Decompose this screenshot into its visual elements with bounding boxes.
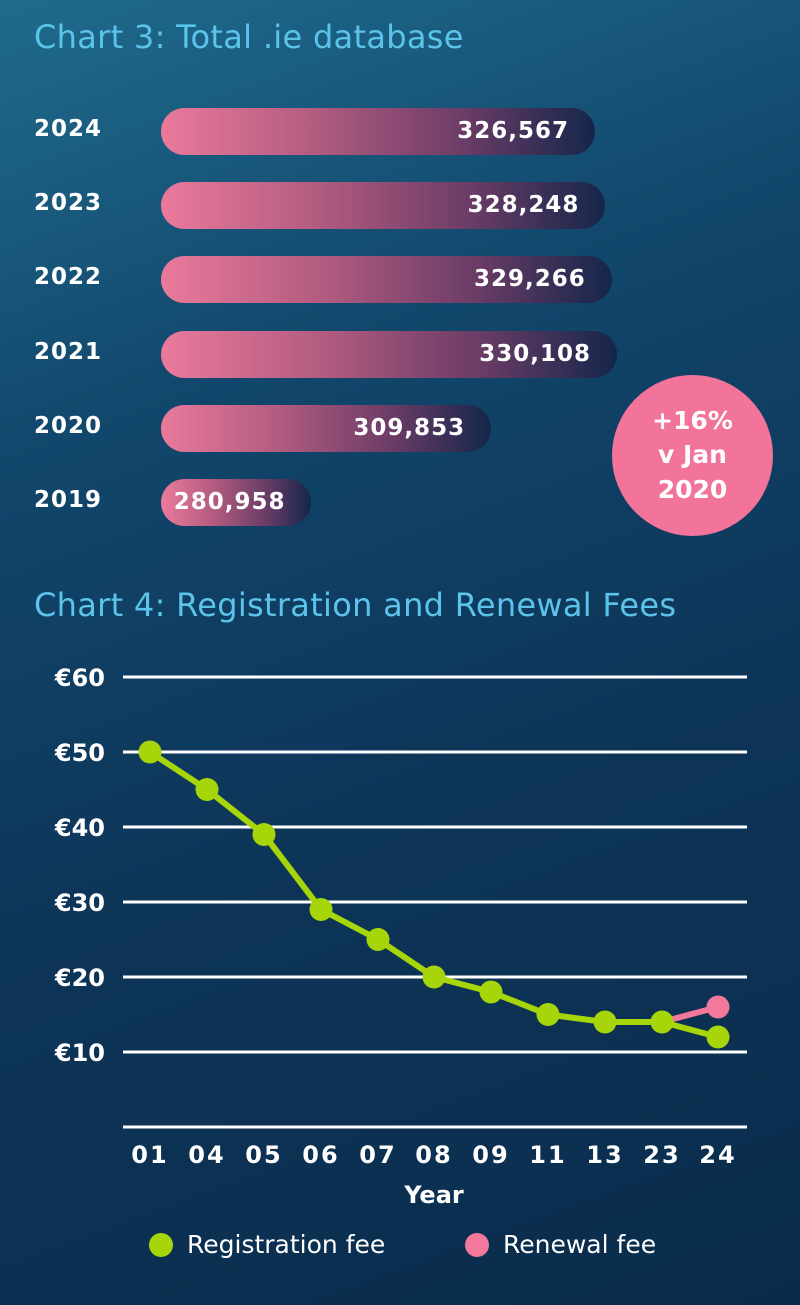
bar: 309,853 [161, 404, 492, 452]
bar-row: 2024 326,567 [0, 108, 800, 156]
x-tick-label: 04 [188, 1141, 225, 1169]
bar-row: 2020 309,853 [0, 404, 800, 453]
x-tick-label: 13 [586, 1141, 623, 1169]
x-tick-label: 06 [302, 1141, 339, 1169]
bar-row: 2019 280,958 [0, 479, 800, 527]
badge-line-3: 2020 [657, 474, 728, 504]
y-tick-label: €30 [54, 889, 105, 917]
legend-label-registration: Registration fee [187, 1230, 386, 1259]
registration-fee-point [195, 778, 219, 801]
x-tick-label: 05 [245, 1141, 282, 1169]
x-tick-label: 07 [359, 1141, 396, 1169]
registration-fee-point [366, 928, 390, 951]
registration-fee-point [479, 980, 503, 1004]
registration-fee-point [650, 1010, 674, 1034]
bar-category-label: 2023 [34, 190, 103, 217]
renewal-fee-point [706, 995, 730, 1019]
chart3-title: Chart 3: Total .ie database [34, 18, 464, 56]
bar-category-label: 2020 [34, 412, 103, 439]
y-tick-label: €40 [54, 814, 105, 842]
bar-row: 2023 328,248 [0, 182, 800, 230]
bar-row: 2021 330,108 [0, 330, 800, 379]
badge-line-2: v Jan [658, 440, 727, 470]
bar-value-label: 326,567 [457, 118, 569, 144]
x-tick-label: 11 [529, 1141, 566, 1169]
y-tick-label: €10 [54, 1039, 105, 1067]
bar: 329,266 [161, 256, 612, 304]
legend-item-registration: Registration fee [149, 1230, 385, 1259]
bar: 330,108 [161, 330, 617, 378]
x-tick-label: 09 [472, 1141, 509, 1169]
y-tick-label: €60 [54, 664, 105, 692]
bar: 328,248 [161, 182, 606, 230]
legend-item-renewal: Renewal fee [465, 1230, 656, 1259]
bar-value-label: 309,853 [353, 414, 466, 441]
bar-value-label: 280,958 [173, 489, 286, 515]
chart4-title: Chart 4: Registration and Renewal Fees [34, 586, 677, 624]
x-tick-label: 01 [131, 1141, 168, 1169]
bar: 326,567 [161, 108, 595, 155]
legend-marker-registration [149, 1232, 173, 1257]
x-tick-label: 08 [415, 1141, 452, 1169]
bar-value-label: 329,266 [474, 266, 586, 293]
bar-category-label: 2024 [34, 116, 103, 142]
y-tick-label: €20 [54, 964, 105, 992]
x-tick-label: 23 [643, 1141, 680, 1169]
registration-fee-point [593, 1010, 617, 1034]
bar-value-label: 328,248 [467, 192, 580, 219]
registration-fee-point [706, 1025, 730, 1049]
badge-line-1: +16% [652, 405, 733, 435]
legend: Registration fee Renewal fee [0, 1230, 800, 1270]
registration-fee-point [309, 898, 333, 921]
bar-row: 2022 329,266 [0, 256, 800, 304]
bar-value-label: 330,108 [479, 340, 591, 367]
registration-fee-point [252, 823, 276, 846]
growth-badge: +16% v Jan 2020 [612, 375, 773, 536]
legend-label-renewal: Renewal fee [503, 1230, 657, 1259]
x-tick-label: 24 [699, 1141, 736, 1169]
bar-category-label: 2022 [34, 264, 103, 291]
registration-fee-line [147, 749, 721, 1040]
y-tick-label: €50 [54, 739, 105, 767]
registration-fee-point [536, 1003, 560, 1026]
bar: 280,958 [161, 479, 312, 526]
legend-marker-renewal [465, 1232, 489, 1257]
x-axis-label: Year [403, 1181, 464, 1209]
registration-fee-point [422, 965, 446, 989]
line-chart: €60 €50 €40 €30 €20 €10 01 04 05 06 07 08 09 11 13 23 24… [54, 664, 747, 1209]
bar-category-label: 2019 [34, 487, 103, 513]
registration-fee-point [138, 740, 162, 764]
bar-category-label: 2021 [34, 338, 103, 365]
